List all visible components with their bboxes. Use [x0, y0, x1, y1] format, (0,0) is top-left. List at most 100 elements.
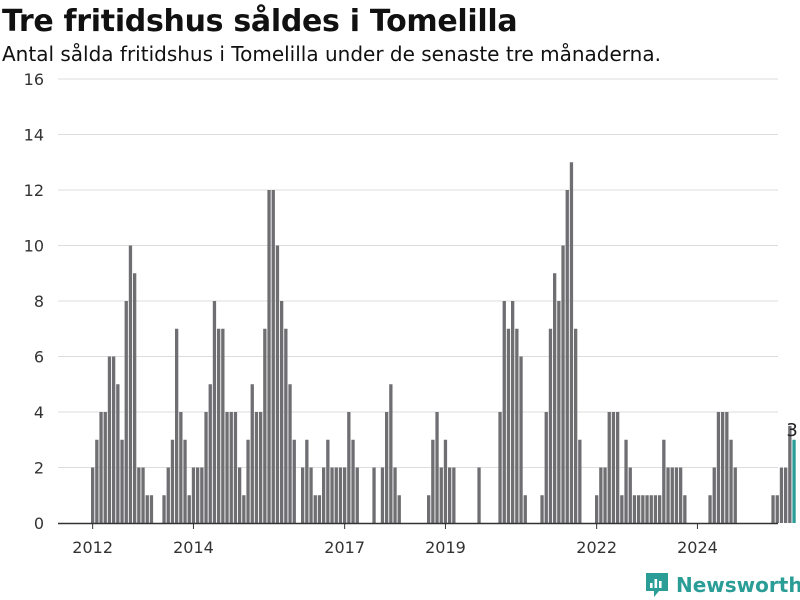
bar: [217, 328, 221, 523]
y-tick-label: 16: [24, 70, 44, 89]
newsworthy-logo[interactable]: Newsworthy: [644, 570, 800, 600]
bar: [233, 412, 238, 523]
bar: [666, 467, 670, 523]
bar: [716, 412, 721, 523]
bar: [271, 190, 275, 523]
bar: [221, 328, 225, 523]
bar: [338, 467, 343, 523]
bar: [515, 328, 519, 523]
bar: [519, 356, 523, 523]
bar: [427, 495, 431, 523]
bar: [574, 328, 578, 523]
bar: [771, 495, 775, 523]
bar: [670, 467, 674, 523]
bar: [498, 412, 502, 523]
bar: [784, 467, 788, 523]
bar: [133, 273, 137, 523]
bar: [443, 439, 448, 523]
bar: [632, 495, 637, 523]
bar: [137, 467, 141, 523]
bar: [120, 439, 124, 523]
bar: [305, 439, 309, 523]
bar: [162, 495, 166, 523]
bar: [284, 328, 288, 523]
bar: [175, 328, 179, 523]
bar-series: 3: [91, 162, 798, 524]
bar: [389, 384, 393, 523]
brand-name: Newsworthy: [676, 573, 800, 597]
bar: [309, 467, 313, 523]
bar: [103, 412, 107, 523]
bar: [242, 495, 246, 523]
bar: [523, 495, 527, 523]
bar: [91, 467, 95, 523]
bar: [712, 467, 716, 523]
bar: [611, 412, 616, 523]
bar: [544, 412, 548, 523]
bar: [334, 467, 338, 523]
bar: [557, 301, 561, 523]
x-tick-label: 2024: [677, 538, 718, 557]
bar: [649, 495, 653, 523]
chart-title: Tre fritidshus såldes i Tomelilla: [2, 4, 518, 39]
bar: [569, 162, 574, 523]
bar: [250, 384, 254, 523]
bar: [343, 467, 347, 523]
bar: [380, 467, 385, 523]
bar: [317, 495, 322, 523]
bar: [662, 439, 666, 523]
bar: [170, 439, 175, 523]
bar: [645, 495, 649, 523]
bar: [788, 425, 792, 524]
bar: [548, 328, 553, 523]
bar: [653, 495, 658, 523]
highlight-bar: [792, 439, 796, 523]
bar: [225, 412, 229, 523]
bar: [397, 495, 401, 523]
bar: [448, 467, 452, 523]
bar: [372, 467, 376, 523]
bar: [733, 467, 737, 523]
bar: [187, 495, 191, 523]
bar: [128, 245, 133, 523]
bar: [511, 301, 515, 523]
bar: [229, 412, 233, 523]
bar: [263, 328, 267, 523]
bar: [540, 495, 544, 523]
bar: [599, 467, 603, 523]
bar: [506, 328, 511, 523]
bar: [212, 301, 217, 523]
bar: [330, 467, 334, 523]
bar: [267, 190, 271, 523]
bar: [725, 412, 729, 523]
bar: [238, 467, 242, 523]
bar: [637, 495, 641, 523]
y-tick-label: 2: [34, 459, 44, 478]
bar: [616, 412, 620, 523]
bar: [280, 301, 284, 523]
x-tick-label: 2017: [324, 538, 365, 557]
bar: [729, 439, 733, 523]
bar: [595, 495, 599, 523]
bar: [607, 412, 611, 523]
x-tick-label: 2012: [72, 538, 113, 557]
bar: [208, 384, 212, 523]
x-axis: 2012 2014 2017 2019 2022 2024: [58, 522, 778, 557]
bar: [775, 495, 779, 523]
bar: [246, 439, 250, 523]
highlight-value-label: 3: [786, 420, 797, 441]
bar: [292, 439, 296, 523]
bar: [553, 273, 557, 523]
bar: [347, 412, 351, 523]
chart-subtitle: Antal sålda fritidshus i Tomelilla under…: [2, 42, 661, 66]
bar: [99, 412, 103, 523]
y-tick-label: 6: [34, 348, 44, 367]
bar: [439, 467, 443, 523]
bar: [452, 467, 456, 523]
bar: [603, 467, 607, 523]
y-tick-label: 12: [24, 181, 44, 200]
bar: [191, 467, 196, 523]
bar: [301, 467, 305, 523]
bar: [385, 412, 389, 523]
